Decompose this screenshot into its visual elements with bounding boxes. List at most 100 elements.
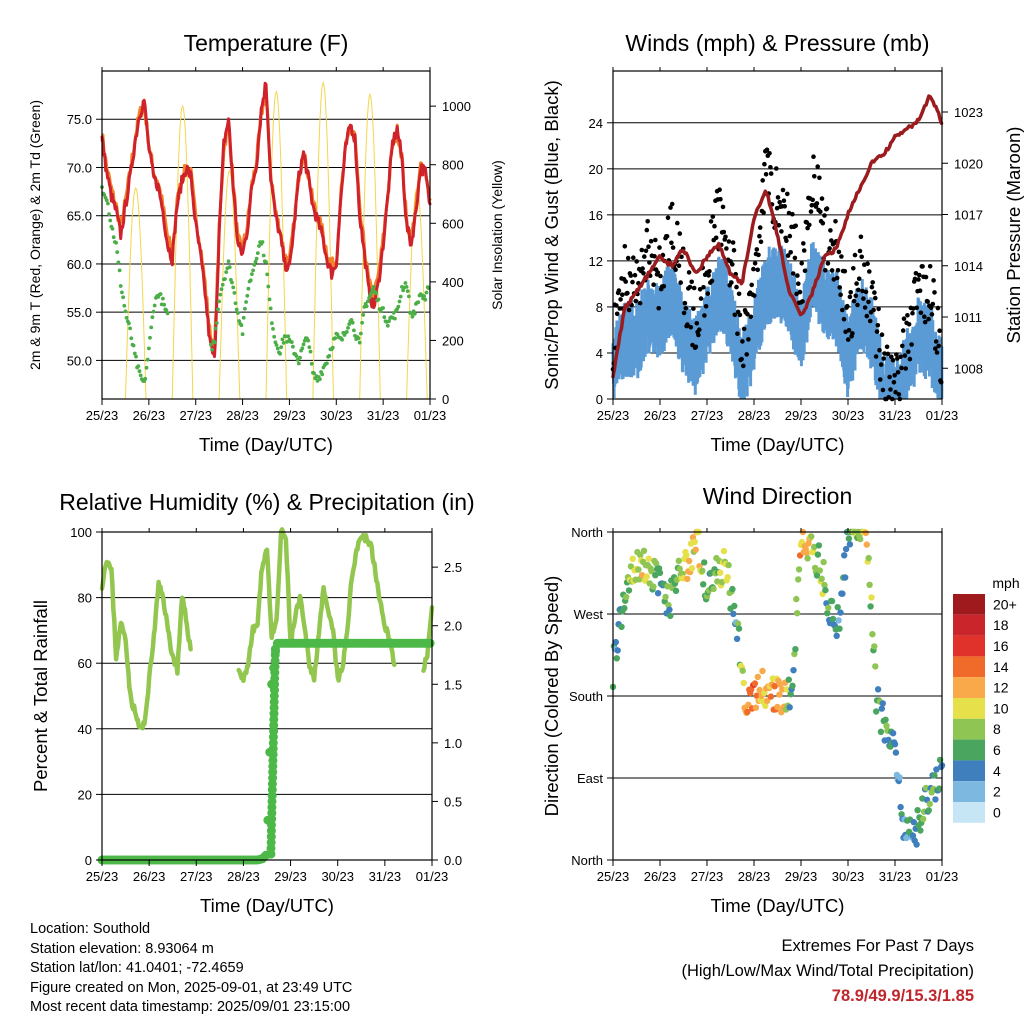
td-point [333, 336, 337, 341]
td-point [244, 300, 249, 304]
td-point [265, 272, 270, 277]
plot-frame [612, 70, 943, 400]
td-series [100, 185, 431, 383]
td-point [151, 309, 156, 314]
direction-point [821, 581, 828, 589]
y2-tick-label: 0.0 [444, 853, 462, 868]
gust-point [746, 337, 751, 342]
direction-point [793, 595, 800, 603]
direction-point [846, 541, 854, 548]
td-point [245, 293, 250, 298]
gust-point [802, 268, 808, 274]
td-point [403, 281, 408, 285]
direction-point [652, 572, 659, 579]
direction-point [623, 593, 630, 601]
gust-point [819, 196, 825, 201]
gust-point [653, 237, 658, 243]
extremes-values: 78.9/49.9/15.3/1.85 [831, 987, 974, 1005]
direction-point [744, 708, 751, 716]
gust-point [895, 370, 901, 375]
gust-point [706, 273, 711, 278]
direction-point [729, 585, 736, 593]
gust-point [928, 305, 934, 311]
gust-point [891, 380, 897, 385]
direction-point [688, 565, 696, 572]
gust-point [646, 244, 651, 249]
td-point [248, 278, 253, 283]
gust-point [817, 175, 822, 181]
gust-point [741, 363, 746, 369]
direction-point [794, 610, 801, 617]
gust-point [625, 290, 630, 296]
td-point [143, 376, 148, 381]
direction-point [733, 635, 741, 642]
td-point [294, 354, 299, 358]
gust-point [779, 229, 784, 234]
direction-point [839, 590, 846, 597]
legend-label: 20+ [993, 596, 1017, 612]
y2-tick-label: 1.0 [444, 736, 462, 751]
direction-point [836, 625, 843, 632]
gust-point [665, 215, 671, 221]
gust-point [930, 301, 936, 307]
gust-point [867, 318, 873, 324]
direction-point [789, 682, 796, 689]
gust-point [623, 279, 628, 284]
gust-point [822, 213, 827, 218]
gust-point [736, 291, 742, 297]
td-point [114, 240, 118, 245]
gust-point [721, 229, 727, 235]
gust-point [618, 297, 623, 302]
direction-point [813, 572, 821, 579]
direction-point [779, 686, 786, 693]
gust-point [781, 198, 787, 203]
legend-swatch [953, 594, 985, 615]
gust-point [651, 282, 656, 288]
y-tick-label: South [569, 689, 603, 704]
y-tick-label: 60.0 [67, 257, 92, 272]
td-point [227, 265, 232, 270]
plot-frame [101, 70, 431, 400]
y-tick-label: 70.0 [67, 160, 92, 175]
td-point [138, 373, 143, 378]
y2-axis-label: Station Pressure (Maroon) [1003, 127, 1024, 344]
gust-point [934, 350, 940, 355]
direction-point [873, 708, 880, 715]
direction-point [701, 559, 708, 566]
direction-point [842, 545, 850, 553]
temperature-panel: Temperature (F) 50.0 55.0 60.0 65.0 70.0 75.0 0… [27, 30, 505, 455]
direction-point [625, 587, 633, 594]
direction-point [920, 815, 927, 823]
x-tick-label: 26/23 [644, 869, 677, 884]
gust-point [688, 324, 694, 330]
x-tick-label: 27/23 [180, 869, 213, 884]
x-tick-label: 26/23 [133, 869, 166, 884]
gust-point [874, 329, 880, 334]
x-tick-label: 30/23 [832, 869, 865, 884]
y-tick-label: 55.0 [67, 305, 92, 320]
direction-point [883, 722, 890, 729]
y-tick-label: 0 [85, 853, 92, 868]
gust-point [693, 344, 699, 350]
td-point [220, 282, 225, 287]
gust-point [673, 267, 678, 273]
gust-point [801, 241, 806, 246]
direction-point [756, 686, 763, 694]
direction-point [643, 573, 650, 580]
gust-point [707, 269, 712, 274]
td-point [107, 212, 111, 217]
y2-tick-label: 0.5 [444, 794, 462, 809]
gust-point [852, 252, 858, 258]
td-point [164, 308, 169, 313]
td-point [268, 306, 273, 311]
td-point [126, 321, 131, 326]
direction-point [874, 686, 882, 693]
gust-point [717, 187, 722, 192]
td-point [396, 304, 401, 309]
direction-point [877, 728, 885, 735]
td-point [150, 315, 155, 320]
gust-point [793, 223, 798, 229]
legend-label: 2 [993, 784, 1001, 800]
gust-point [848, 290, 853, 295]
gust-point [691, 285, 697, 291]
